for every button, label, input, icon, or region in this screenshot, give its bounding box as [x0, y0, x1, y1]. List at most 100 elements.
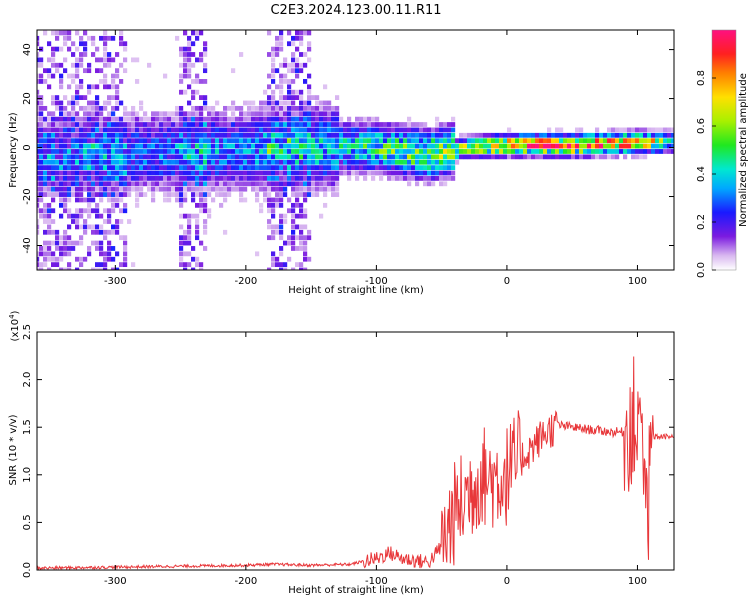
heatmap-cell: [431, 170, 436, 176]
heatmap-cell: [195, 154, 200, 160]
heatmap-cell: [127, 143, 132, 149]
heatmap-cell: [247, 159, 252, 165]
heatmap-cell: [623, 143, 628, 149]
heatmap-cell: [519, 154, 524, 160]
heatmap-cell: [291, 105, 296, 111]
heatmap-cell: [203, 105, 208, 111]
heatmap-cell: [223, 149, 228, 154]
heatmap-cell: [67, 132, 72, 138]
heatmap-cell: [75, 165, 80, 171]
heatmap-cell: [451, 132, 456, 138]
heatmap-cell: [419, 127, 424, 133]
heatmap-cell: [335, 132, 340, 138]
heatmap-cell: [207, 111, 212, 117]
heatmap-cell: [67, 84, 72, 90]
heatmap-cell: [355, 138, 360, 144]
heatmap-cell: [107, 35, 112, 41]
heatmap-cell: [103, 262, 108, 268]
heatmap-cell: [415, 138, 420, 144]
heatmap-cell: [263, 100, 268, 106]
heatmap-cell: [323, 84, 328, 90]
heatmap-cell: [599, 132, 604, 138]
heatmap-cell: [319, 138, 324, 144]
heatmap-cell: [135, 79, 140, 84]
heatmap-cell: [179, 116, 184, 122]
heatmap-cell: [231, 186, 236, 192]
heatmap-cell: [375, 122, 380, 127]
heatmap-cell: [227, 105, 232, 111]
heatmap-cell: [95, 105, 100, 111]
heatmap-cell: [319, 170, 324, 176]
heatmap-cell: [235, 127, 240, 133]
heatmap-cell: [299, 165, 304, 171]
heatmap-cell: [279, 73, 284, 79]
heatmap-cell: [123, 246, 128, 251]
heatmap-cell: [299, 181, 304, 187]
heatmap-cell: [195, 138, 200, 144]
heatmap-cell: [299, 100, 304, 106]
heatmap-cell: [199, 170, 204, 176]
heatmap-cell: [599, 154, 604, 160]
heatmap-cell: [283, 138, 288, 144]
heatmap-cell: [43, 181, 48, 187]
heatmap-cell: [335, 192, 340, 197]
heatmap-cell: [567, 132, 572, 138]
heatmap-cell: [543, 149, 548, 154]
heatmap-cell: [419, 154, 424, 160]
heatmap-cell: [115, 165, 120, 171]
heatmap-cell: [63, 95, 68, 100]
heatmap-cell: [183, 68, 188, 74]
heatmap-cell: [115, 68, 120, 74]
heatmap-cell: [315, 165, 320, 171]
heatmap-cell: [59, 170, 64, 176]
heatmap-cell: [271, 181, 276, 187]
heatmap-cell: [279, 41, 284, 47]
heatmap-cell: [179, 165, 184, 171]
heatmap-cell: [231, 176, 236, 181]
heatmap-cell: [47, 138, 52, 144]
heatmap-cell: [79, 57, 84, 63]
heatmap-cell: [79, 116, 84, 122]
heatmap-cell: [75, 170, 80, 176]
heatmap-cell: [87, 111, 92, 117]
heatmap-cell: [323, 192, 328, 197]
heatmap-cell: [175, 159, 180, 165]
heatmap-cell: [219, 154, 224, 160]
colorbar-tick-label: 0.6: [696, 118, 707, 134]
heatmap-cell: [391, 143, 396, 149]
heatmap-cell: [235, 176, 240, 181]
heatmap-cell: [99, 57, 104, 63]
heatmap-cell: [95, 95, 100, 100]
heatmap-cell: [231, 127, 236, 133]
heatmap-cell: [179, 52, 184, 57]
heatmap-cell: [107, 213, 112, 219]
heatmap-cell: [183, 262, 188, 268]
colorbar-ticks: 0.00.20.40.60.8: [696, 70, 716, 278]
heatmap-cell: [439, 165, 444, 171]
heatmap-cell: [599, 138, 604, 144]
heatmap-cell: [255, 149, 260, 154]
heatmap-cell: [191, 79, 196, 84]
heatmap-cell: [71, 127, 76, 133]
heatmap-cell: [131, 176, 136, 181]
heatmap-cell: [575, 149, 580, 154]
heatmap-cell: [455, 154, 460, 160]
heatmap-cell: [291, 240, 296, 246]
heatmap-cell: [239, 159, 244, 165]
heatmap-cell: [255, 197, 260, 203]
heatmap-cell: [135, 181, 140, 187]
heatmap-cell: [291, 62, 296, 68]
heatmap-cell: [115, 192, 120, 197]
heatmap-cell: [103, 208, 108, 214]
heatmap-cell: [291, 52, 296, 57]
heatmap-cell: [295, 143, 300, 149]
heatmap-cell: [135, 111, 140, 117]
heatmap-cell: [483, 149, 488, 154]
heatmap-cell: [443, 132, 448, 138]
heatmap-cell: [127, 111, 132, 117]
heatmap-cell: [587, 132, 592, 138]
heatmap-cell: [451, 154, 456, 160]
heatmap-cell: [591, 132, 596, 138]
heatmap-cell: [175, 186, 180, 192]
heatmap-cell: [355, 159, 360, 165]
